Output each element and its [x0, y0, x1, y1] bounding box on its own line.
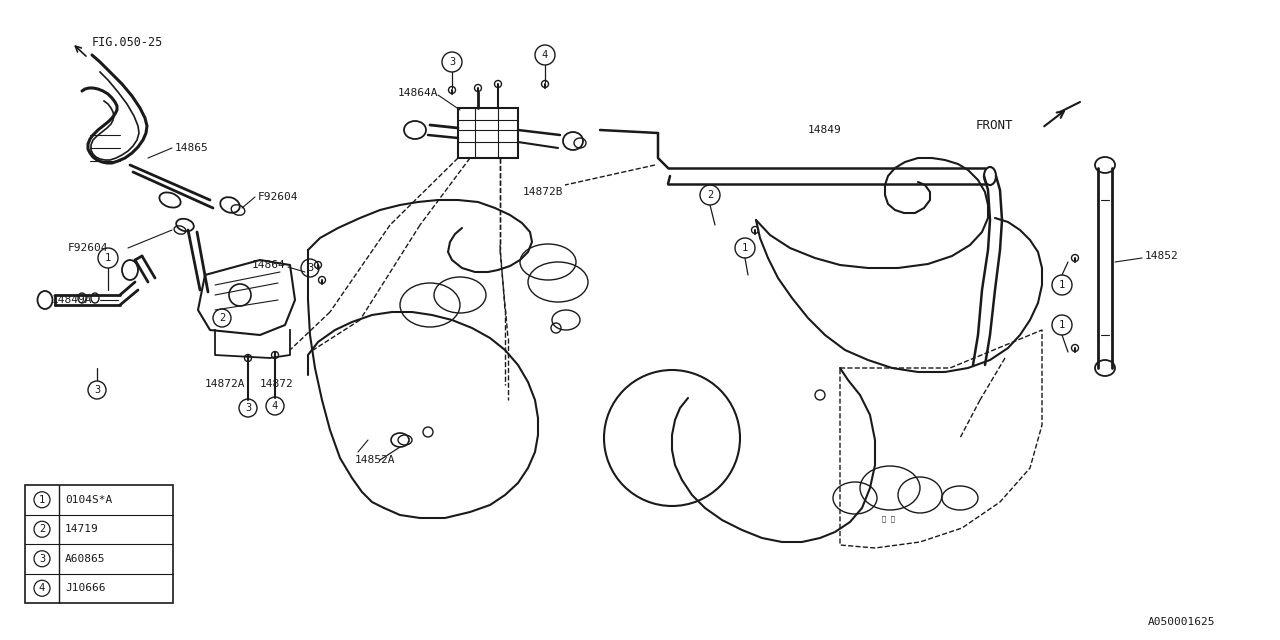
Text: 3: 3 — [93, 385, 100, 395]
Text: FRONT: FRONT — [977, 118, 1014, 131]
Text: 1: 1 — [38, 495, 45, 505]
Text: 14852A: 14852A — [355, 455, 396, 465]
Text: 3: 3 — [307, 263, 314, 273]
Text: 3: 3 — [449, 57, 456, 67]
Text: A60865: A60865 — [65, 554, 105, 564]
Text: 1: 1 — [1059, 280, 1065, 290]
Text: 1: 1 — [1059, 320, 1065, 330]
Text: 14852: 14852 — [1146, 251, 1179, 261]
Text: 4: 4 — [271, 401, 278, 411]
Text: FIG.050-25: FIG.050-25 — [92, 35, 164, 49]
Text: 14849: 14849 — [808, 125, 842, 135]
Text: 2: 2 — [707, 190, 713, 200]
Text: 2: 2 — [219, 313, 225, 323]
Text: F92604: F92604 — [68, 243, 109, 253]
Text: 1: 1 — [105, 253, 111, 263]
Bar — [26, 485, 173, 603]
Text: J10666: J10666 — [65, 583, 105, 593]
Text: F92604: F92604 — [259, 192, 298, 202]
Text: 14864A: 14864A — [398, 88, 439, 98]
Text: 14864: 14864 — [252, 260, 285, 270]
Text: 14872A: 14872A — [205, 379, 246, 389]
Text: 4: 4 — [38, 583, 45, 593]
Text: 14849A: 14849A — [52, 295, 92, 305]
Text: 14865: 14865 — [175, 143, 209, 153]
Text: 3: 3 — [38, 554, 45, 564]
Text: 14719: 14719 — [65, 524, 99, 534]
Text: 1: 1 — [742, 243, 748, 253]
Text: 2: 2 — [38, 524, 45, 534]
Text: 0104S*A: 0104S*A — [65, 495, 113, 505]
Text: A050001625: A050001625 — [1148, 617, 1216, 627]
Text: 14872B: 14872B — [524, 187, 563, 197]
Text: 3: 3 — [244, 403, 251, 413]
Text: ⌒  ⌓: ⌒ ⌓ — [882, 515, 895, 522]
Text: 4: 4 — [541, 50, 548, 60]
Text: 14872: 14872 — [260, 379, 293, 389]
